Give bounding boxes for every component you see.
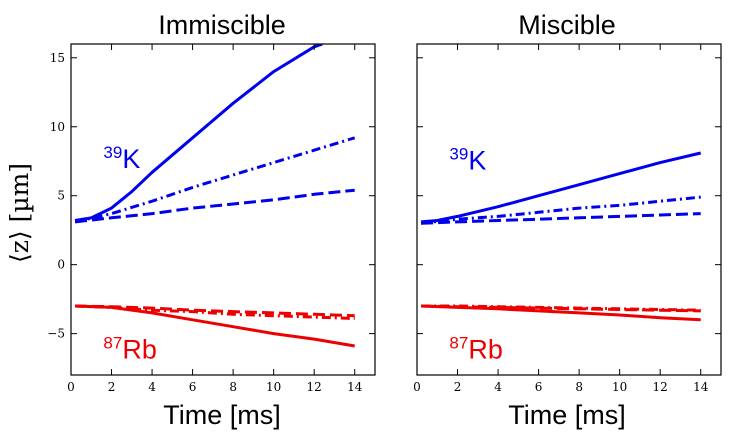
x-tick-label: 6 bbox=[189, 380, 197, 394]
x-tick-label: 2 bbox=[454, 380, 462, 394]
x-tick-label: 12 bbox=[653, 380, 668, 394]
panel-title: Immiscible bbox=[158, 10, 286, 40]
x-axis-label: Time [ms] bbox=[163, 400, 281, 430]
x-tick-label: 6 bbox=[535, 380, 543, 394]
series-line-K-dashed bbox=[74, 188, 355, 224]
y-tick-label: −5 bbox=[47, 327, 65, 341]
x-tick-label: 0 bbox=[67, 380, 75, 394]
series-line-K-dashed bbox=[421, 212, 701, 225]
series-line-K-solid bbox=[74, 44, 323, 222]
y-tick-label: 10 bbox=[50, 120, 65, 134]
annotation-element: K bbox=[468, 146, 486, 176]
series-line-K-dashdot bbox=[74, 136, 356, 224]
annotation-isotope: 39 bbox=[103, 143, 122, 162]
series-line-K-solid bbox=[420, 151, 702, 224]
annotation-isotope: 87 bbox=[103, 333, 122, 352]
x-tick-label: 10 bbox=[612, 380, 627, 394]
plot-frame bbox=[416, 43, 722, 376]
annotation-Rb: 87Rb bbox=[449, 333, 502, 364]
x-tick-label: 0 bbox=[413, 380, 421, 394]
x-tick-label: 8 bbox=[229, 380, 237, 394]
annotation-isotope: 39 bbox=[449, 145, 468, 164]
x-tick-label: 10 bbox=[266, 380, 281, 394]
x-tick-label: 4 bbox=[494, 380, 502, 394]
annotation-Rb: 87Rb bbox=[103, 333, 156, 364]
panel-title: Miscible bbox=[518, 10, 616, 40]
x-tick-label: 12 bbox=[307, 380, 322, 394]
x-tick-label: 14 bbox=[693, 380, 709, 394]
x-tick-label: 8 bbox=[575, 380, 583, 394]
annotation-element: K bbox=[122, 144, 140, 174]
annotation-isotope: 87 bbox=[449, 333, 468, 352]
series-line-K-dashdot bbox=[420, 195, 701, 225]
plot-frame bbox=[70, 43, 376, 376]
series-line-Rb-dashed bbox=[75, 304, 355, 318]
y-tick-label: 15 bbox=[50, 51, 65, 65]
panel-immiscible: Immiscible Time [ms] 0 2 4 6 8 10 12 14 15 10 5 0 −5… bbox=[47, 10, 376, 430]
x-tick-label: 2 bbox=[108, 380, 116, 394]
panel-miscible: Miscible Time [ms] 0 2 4 6 8 10 12 14 39K 87Rb bbox=[413, 10, 722, 430]
annotation-element: Rb bbox=[468, 334, 503, 364]
y-axis-label: ⟨z⟩ [µm] bbox=[5, 163, 34, 263]
y-tick-label: 5 bbox=[57, 189, 65, 203]
plot-area bbox=[74, 44, 356, 348]
x-tick-label: 4 bbox=[148, 380, 156, 394]
x-axis-label: Time [ms] bbox=[508, 400, 626, 430]
annotation-K: 39K bbox=[103, 143, 140, 174]
x-tick-label: 14 bbox=[347, 380, 363, 394]
annotation-K: 39K bbox=[449, 145, 486, 176]
plot-area bbox=[420, 151, 702, 322]
annotation-element: Rb bbox=[122, 334, 157, 364]
series-line-Rb-dashed bbox=[421, 304, 701, 313]
y-tick-label: 0 bbox=[57, 258, 65, 272]
